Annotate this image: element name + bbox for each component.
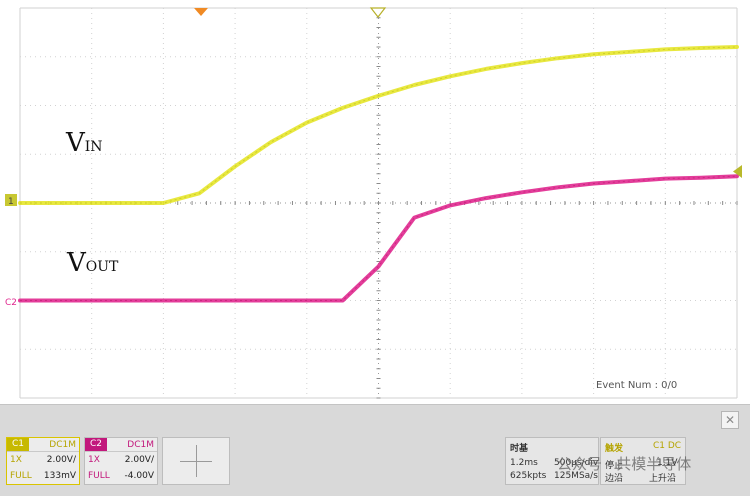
trace-vin-texture	[20, 46, 738, 204]
close-button[interactable]: ✕	[721, 411, 739, 429]
timebase-title: 时基	[510, 444, 529, 454]
timebase-rate: 125MSa/s	[554, 471, 598, 481]
channel-coupling: DC1M	[127, 439, 154, 450]
vin-label-main: V	[66, 128, 85, 158]
channel-probe: 1X	[10, 455, 22, 465]
add-channel-button[interactable]	[162, 437, 230, 485]
trigger-type: 边沿	[605, 474, 624, 484]
waveform-display: 1 C2	[5, 7, 742, 399]
channel-scale: 2.00V/	[46, 455, 76, 465]
trigger-level: 1.1V	[657, 458, 678, 468]
timebase-panel[interactable]: 时基 1.2ms 500μs/div 625kpts 125MSa/s	[505, 437, 599, 485]
trigger-position-marker[interactable]	[194, 8, 208, 16]
channel-tag: C2	[85, 438, 108, 451]
timebase-delay: 1.2ms	[510, 458, 538, 468]
vout-label: VOUT	[67, 248, 118, 278]
vin-label: VIN	[66, 128, 103, 158]
vin-label-sub: IN	[84, 139, 103, 155]
channel-2-box[interactable]: C2 DC1M 1X 2.00V/ FULL -4.00V	[84, 437, 158, 485]
control-panel: ✕ C1 DC1M 1X 2.00V/ FULL 133mV C2 DC1M 1X 2.0…	[0, 404, 750, 496]
traces	[18, 45, 739, 303]
timebase-scale: 500μs/div	[554, 458, 599, 468]
trigger-title: 触发	[605, 444, 624, 454]
channel-offset: -4.00V	[124, 471, 154, 481]
trigger-slope: 上升沿	[649, 474, 677, 484]
timebase-points: 625kpts	[510, 471, 547, 481]
channel-offset: 133mV	[43, 471, 76, 481]
trigger-source: C1 DC	[653, 441, 682, 451]
channel-1-box[interactable]: C1 DC1M 1X 2.00V/ FULL 133mV	[6, 437, 80, 485]
channel-scale: 2.00V/	[124, 455, 154, 465]
trigger-level-marker[interactable]	[733, 165, 742, 178]
ch1-ground-marker[interactable]	[5, 194, 17, 206]
ch1-ground-marker-label: 1	[8, 197, 14, 207]
time-reference-marker[interactable]	[369, 7, 387, 18]
channel-bw: FULL	[88, 471, 110, 481]
trigger-panel[interactable]: 触发 C1 DC 停止 1.1V 边沿 上升沿	[600, 437, 686, 485]
event-num: Event Num : 0/0	[596, 380, 678, 391]
channel-coupling: DC1M	[49, 439, 76, 450]
vout-label-main: V	[67, 248, 86, 278]
vout-label-sub: OUT	[85, 259, 119, 275]
channel-tag: C1	[7, 438, 30, 451]
ch2-ground-marker-label: C2	[5, 298, 17, 308]
watermark: 公众号 · 共模半导体	[557, 455, 692, 473]
trace-vout	[18, 174, 739, 303]
plus-icon-vertical	[196, 445, 197, 477]
channel-bw: FULL	[10, 471, 32, 481]
channel-probe: 1X	[88, 455, 100, 465]
trigger-status: 停止	[605, 461, 624, 471]
